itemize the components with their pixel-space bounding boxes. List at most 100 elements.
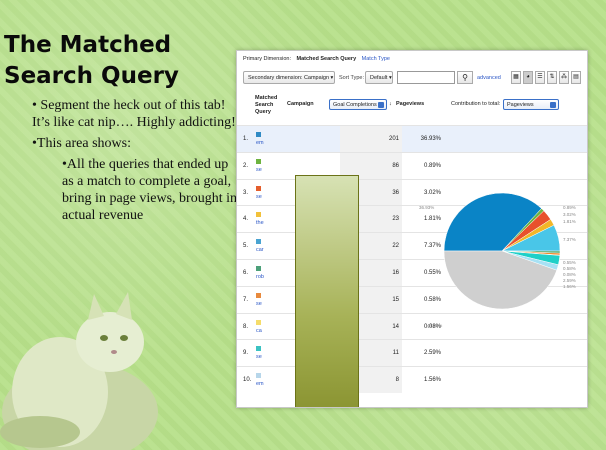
- secondary-dimension-value: Secondary dimension: Campaign: [248, 75, 330, 81]
- contribution-percent: 1.81%: [423, 216, 441, 223]
- query-link[interactable]: se: [256, 300, 262, 307]
- redacted-campaign-column: [295, 175, 359, 407]
- toolbar: Secondary dimension: Campaign ▾ Sort Typ…: [243, 69, 583, 87]
- col-campaign[interactable]: Campaign: [287, 101, 314, 107]
- row-number: 3.: [243, 189, 249, 196]
- pageviews-value: 22: [392, 243, 399, 250]
- row-color-swatch[interactable]: [256, 185, 261, 191]
- bullet-segment: • Segment the heck out of this tab! It’s…: [32, 98, 236, 130]
- dimension-row: Primary Dimension: Matched Search Query …: [243, 56, 394, 62]
- contribution-label: Contribution to total:: [451, 101, 501, 107]
- query-link[interactable]: se: [256, 166, 262, 173]
- contribution-percent: 0.55%: [423, 269, 441, 276]
- table-row[interactable]: 10. em 8 1.56%: [237, 366, 587, 393]
- table-row[interactable]: 9. se 11 2.59%: [237, 339, 587, 367]
- sort-down-icon[interactable]: ↓: [389, 101, 392, 107]
- pageviews-value: 23: [392, 216, 399, 223]
- row-color-swatch[interactable]: [256, 158, 261, 164]
- contribution-percent: 0.58%: [423, 296, 441, 303]
- slide-title: The Matched Search Query: [4, 32, 179, 89]
- sort-type-value: Default: [370, 75, 388, 81]
- sort-type-label: Sort Type:: [339, 75, 364, 81]
- row-color-swatch[interactable]: [256, 132, 261, 137]
- table-header: Matched Search Query Campaign Goal Compl…: [237, 89, 587, 125]
- pie-label-3: 1.81%: [563, 219, 576, 224]
- row-number: 5.: [243, 243, 249, 250]
- pageviews-value: 16: [392, 269, 399, 276]
- query-link[interactable]: rob: [256, 273, 264, 280]
- contribution-percent: 1.56%: [423, 377, 441, 384]
- row-number: 7.: [243, 296, 249, 303]
- goal-select-value: Goal Completions: [333, 102, 377, 108]
- comparison-view-icon[interactable]: ⇅: [547, 71, 557, 84]
- query-link[interactable]: car: [256, 247, 264, 254]
- analytics-report: Primary Dimension: Matched Search Query …: [236, 50, 588, 408]
- query-link[interactable]: the: [256, 220, 264, 227]
- contribution-percent: 36.93%: [420, 136, 441, 142]
- pie-label-7: 0.08%: [563, 272, 576, 277]
- goal-completions-select[interactable]: Goal Completions: [329, 99, 387, 110]
- pie-label-4: 7.37%: [563, 237, 576, 242]
- contribution-percent: 7.37%: [423, 243, 441, 250]
- row-color-swatch[interactable]: [256, 212, 261, 218]
- performance-view-icon[interactable]: ☰: [535, 71, 545, 84]
- advanced-link[interactable]: advanced: [477, 75, 501, 81]
- pivot-view-icon[interactable]: ▤: [571, 71, 581, 84]
- secondary-dimension-select[interactable]: Secondary dimension: Campaign ▾: [243, 71, 335, 84]
- tab-match-type[interactable]: Match Type: [361, 56, 390, 62]
- table-row[interactable]: 2. se 86 0.89%: [237, 151, 587, 179]
- contribution-percent: 0.89%: [423, 162, 441, 169]
- contribution-select-value: Pageviews: [507, 102, 534, 108]
- contribution-percent: 3.02%: [423, 189, 441, 196]
- col-matched-search-query[interactable]: Matched Search Query: [255, 95, 278, 115]
- contribution-select[interactable]: Pageviews: [503, 99, 559, 110]
- bullet-queries: •All the queries that ended up as a matc…: [62, 157, 237, 223]
- table-view-icon[interactable]: ▦: [511, 71, 521, 84]
- metric-bg: [340, 152, 402, 179]
- pie-slice[interactable]: [443, 250, 558, 310]
- pageviews-value: 36: [392, 189, 399, 196]
- row-number: 6.: [243, 269, 249, 276]
- pie-label-2: 3.02%: [563, 212, 576, 217]
- pie-label-big: 36.93%: [419, 205, 434, 210]
- pie-view-icon[interactable]: ◕: [523, 71, 533, 84]
- metric-bg: [340, 126, 402, 152]
- row-number: 1.: [243, 136, 249, 142]
- cat-image: [0, 292, 158, 450]
- tab-matched-search-query[interactable]: Matched Search Query: [296, 56, 357, 62]
- pageviews-value: 86: [392, 162, 399, 169]
- row-color-swatch[interactable]: [256, 239, 261, 245]
- query-link[interactable]: em: [256, 381, 264, 388]
- sort-type-select[interactable]: Default ▾: [365, 71, 393, 84]
- contribution-percent: 0.08%: [423, 323, 441, 330]
- query-link[interactable]: se: [256, 193, 262, 200]
- bullet-area-shows: •This area shows:: [32, 136, 131, 151]
- table-row[interactable]: 1. em 201 36.93%: [237, 125, 587, 152]
- pie-label-8: 2.59%: [563, 278, 576, 283]
- search-icon[interactable]: ⚲: [457, 71, 473, 84]
- row-color-swatch[interactable]: [256, 265, 261, 271]
- query-link[interactable]: em: [256, 140, 264, 146]
- pie-label-1: 0.89%: [563, 205, 576, 210]
- row-number: 9.: [243, 350, 249, 357]
- bullet-list: • Segment the heck out of this tab! It’s…: [32, 97, 237, 224]
- row-number: 2.: [243, 162, 249, 169]
- pageviews-value: 14: [392, 323, 399, 330]
- pageviews-value: 15: [392, 296, 399, 303]
- term-cloud-icon[interactable]: ⁂: [559, 71, 569, 84]
- col-pageviews[interactable]: Pageviews: [396, 101, 425, 107]
- row-number: 8.: [243, 323, 249, 330]
- query-link[interactable]: ca: [256, 327, 262, 334]
- row-color-swatch[interactable]: [256, 319, 261, 325]
- pie-label-other: 44.62%: [427, 323, 442, 328]
- row-color-swatch[interactable]: [256, 292, 261, 298]
- pie-label-9: 1.56%: [563, 284, 576, 289]
- search-input[interactable]: [397, 71, 455, 84]
- pie-slice[interactable]: [443, 192, 542, 252]
- pie-chart: 36.93% 44.62% 0.89% 3.02% 1.81% 7.37% 0.…: [419, 192, 576, 328]
- pageviews-value: 8: [395, 377, 399, 384]
- row-color-swatch[interactable]: [256, 373, 261, 379]
- query-link[interactable]: se: [256, 354, 262, 361]
- row-color-swatch[interactable]: [256, 346, 261, 352]
- pie-label-5: 0.55%: [563, 260, 576, 265]
